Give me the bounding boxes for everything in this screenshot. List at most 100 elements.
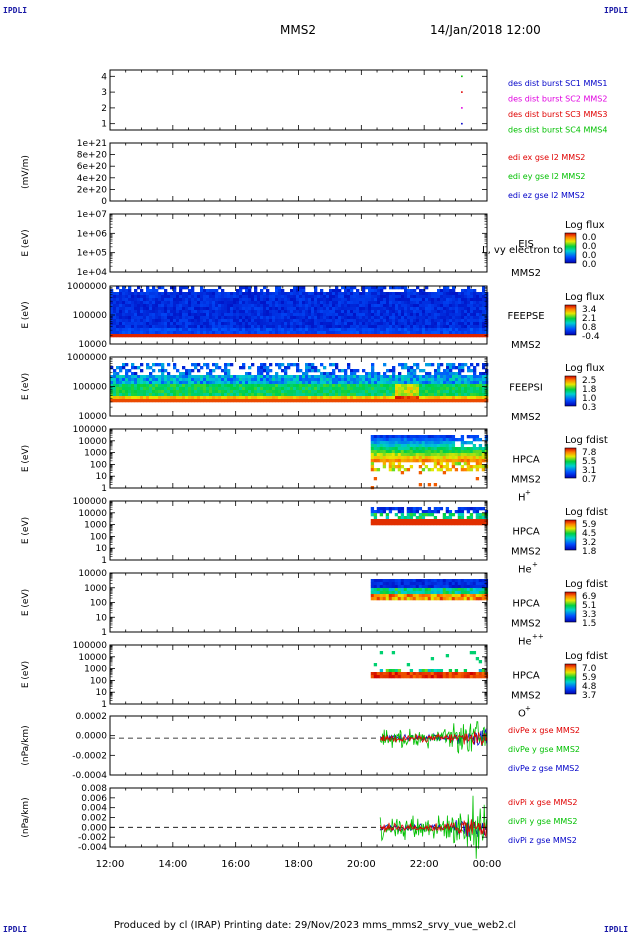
- colorbar-tick: 5.1: [582, 601, 596, 611]
- ytick-label: 0.004: [81, 804, 107, 814]
- species-charge: ++: [532, 633, 544, 641]
- y-axis-label: E (eV): [21, 301, 31, 328]
- ytick-label: 100000: [73, 497, 108, 507]
- ytick-label: 1: [101, 628, 107, 638]
- ytick-label: -0.0002: [72, 751, 107, 761]
- instrument-label: HPCA: [512, 671, 540, 682]
- series-line-x: [379, 731, 487, 746]
- colorbar-tick: 3.7: [582, 691, 596, 701]
- burst-point: [461, 122, 463, 125]
- colorbar-tick: 3.4: [582, 305, 597, 315]
- ytick-label: 1e+07: [77, 210, 107, 220]
- panel-hpca_he2: 10000 1000 100 10 1 E (eV) HPCA MMS2 He ++ Log fdi…: [21, 569, 608, 648]
- ytick-label: 0.0002: [76, 712, 108, 722]
- y-axis-label: E (eV): [21, 661, 31, 688]
- ytick-label: 8e+20: [77, 151, 108, 161]
- legend-entry: edi ey gse l2 MMS2: [508, 172, 586, 181]
- species-charge: +: [525, 489, 531, 497]
- legend-entry: divPi x gse MMS2: [508, 798, 577, 807]
- ytick-label: 1: [101, 120, 107, 130]
- ytick-label: 3: [101, 88, 107, 98]
- ytick-label: 100: [90, 676, 107, 686]
- burst-point: [461, 91, 463, 93]
- colorbar-title: Log fdist: [565, 579, 608, 590]
- ytick-label: 2e+20: [77, 185, 108, 195]
- burst-point: [461, 75, 463, 78]
- legend-entry: edi ez gse l2 MMS2: [508, 191, 585, 200]
- ytick-label: 2: [101, 104, 107, 114]
- colorbar-tick: 0.0: [582, 242, 597, 252]
- ytick-label: 1000: [84, 521, 107, 531]
- legend-entry: des dist burst SC3 MMS3: [508, 110, 607, 119]
- spacecraft-label: MMS2: [511, 412, 541, 423]
- legend-entry: divPi z gse MMS2: [508, 836, 577, 845]
- series-line-x: [379, 819, 487, 838]
- colorbar-tick: 2.1: [582, 314, 596, 324]
- panel-frame: [109, 69, 488, 131]
- spacecraft-label: MMS2: [511, 619, 541, 630]
- ytick-label: 10: [96, 472, 108, 482]
- time-tick-label: 00:00: [473, 859, 502, 870]
- colorbar-title: Log flux: [565, 363, 605, 374]
- panel-feepse: 1000000 100000 10000 E (eV) FEEPSE MMS2 Log fl…: [21, 282, 605, 351]
- ytick-label: 10000: [78, 569, 107, 579]
- colorbar-tick: 7.8: [582, 448, 597, 458]
- ytick-label: 100000: [73, 311, 108, 321]
- colorbar-tick: 1.5: [582, 619, 596, 629]
- ytick-label: -0.0004: [72, 771, 107, 781]
- colorbar-tick: 1.8: [582, 547, 597, 557]
- panel-frame: [109, 213, 488, 273]
- colorbar: [564, 663, 577, 695]
- legend-entry: divPi y gse MMS2: [508, 817, 577, 826]
- y-axis-label: (nPa/km): [21, 725, 31, 765]
- y-axis-label: E (eV): [21, 517, 31, 544]
- colorbar-tick: 2.5: [582, 376, 596, 386]
- ytick-label: 0: [101, 197, 107, 207]
- overlay-text: L, vy electron to: [482, 245, 563, 256]
- ytick-label: 10000: [78, 653, 107, 663]
- time-tick-label: 18:00: [284, 859, 313, 870]
- panel-burst: 4 3 2 1 des dist burst SC1 MMS1 des dist burs…: [101, 69, 607, 135]
- colorbar-tick: 5.9: [582, 673, 597, 683]
- colorbar: [564, 447, 577, 479]
- ytick-label: 1e+04: [77, 268, 108, 278]
- species-charge: +: [525, 705, 531, 713]
- colorbar-tick: 5.9: [582, 520, 597, 530]
- colorbar-tick: 0.0: [582, 233, 597, 243]
- spacecraft-label: MMS2: [511, 268, 541, 279]
- ytick-label: 10: [96, 544, 108, 554]
- ytick-label: 1: [101, 700, 107, 710]
- legend-entry: des dist burst SC4 MMS4: [508, 126, 607, 135]
- ytick-label: 4e+20: [77, 174, 108, 184]
- colorbar-tick: 4.8: [582, 682, 597, 692]
- ytick-label: 1: [101, 484, 107, 494]
- spacecraft-label: MMS2: [511, 691, 541, 702]
- ytick-label: 1000000: [67, 282, 107, 292]
- colorbar-title: Log flux: [565, 220, 605, 231]
- colorbar: [564, 375, 577, 407]
- time-tick-label: 12:00: [96, 859, 125, 870]
- ytick-label: 10000: [78, 412, 107, 422]
- ytick-label: 1000: [84, 584, 107, 594]
- panel-frame: [109, 787, 488, 848]
- ytick-label: 10: [96, 688, 108, 698]
- ytick-label: 10000: [78, 340, 107, 350]
- ytick-label: 100: [90, 532, 107, 542]
- ytick-label: 1000: [84, 449, 107, 459]
- colorbar: [564, 232, 577, 264]
- spacecraft-label: MMS2: [511, 475, 541, 486]
- time-tick-label: 16:00: [221, 859, 250, 870]
- ytick-label: 100000: [73, 383, 108, 393]
- ytick-label: 100: [90, 599, 107, 609]
- colorbar-tick: 3.2: [582, 538, 596, 548]
- colorbar-title: Log fdist: [565, 651, 608, 662]
- panel-frame: [109, 715, 488, 776]
- legend-entry: des dist burst SC1 MMS1: [508, 79, 607, 88]
- colorbar: [564, 519, 577, 551]
- legend-entry: divPe x gse MMS2: [508, 726, 580, 735]
- ytick-label: 0.002: [81, 814, 107, 824]
- ytick-label: 0.000: [81, 823, 107, 833]
